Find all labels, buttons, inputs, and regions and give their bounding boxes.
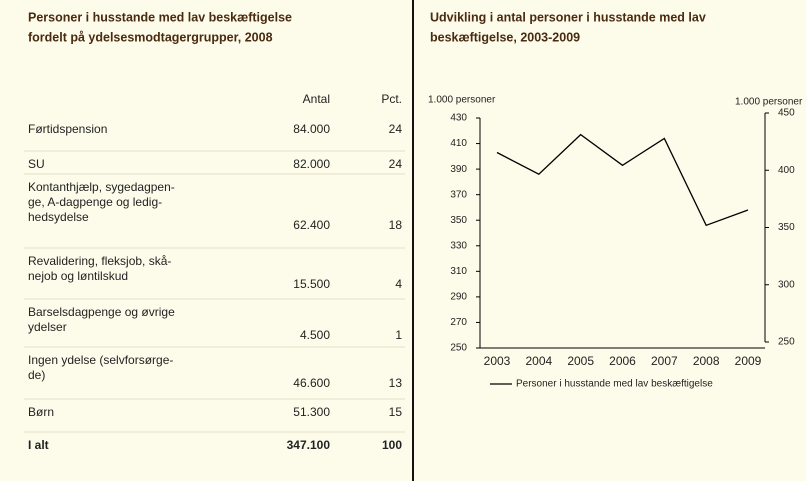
y-tick-label: 410 (450, 138, 467, 149)
row-label: hedsydelse (28, 210, 89, 224)
cell-pct: 4 (395, 277, 402, 291)
cell-pct: 24 (389, 122, 403, 136)
cell-pct: 100 (382, 438, 402, 452)
cell-antal: 84.000 (293, 122, 330, 136)
cell-antal: 46.600 (293, 376, 330, 390)
table-title: fordelt på ydelsesmodtagergrupper, 2008 (28, 30, 273, 44)
x-tick-label: 2007 (651, 354, 678, 368)
cell-antal: 347.100 (287, 438, 331, 452)
row-label: ge, A-dagpenge og ledig- (28, 195, 162, 209)
cell-pct: 15 (389, 405, 403, 419)
row-label: de) (28, 368, 45, 382)
y-axis-label: 1.000 personer (428, 95, 496, 106)
chart-title: Udvikling i antal personer i husstande m… (430, 10, 706, 24)
cell-antal: 82.000 (293, 157, 330, 171)
row-label: Barselsdagpenge og øvrige (28, 305, 175, 319)
x-tick-label: 2009 (735, 354, 762, 368)
y2-tick-label: 450 (778, 108, 795, 119)
row-label: nejob og løntilskud (28, 269, 128, 283)
cell-antal: 15.500 (293, 277, 330, 291)
table-title: Personer i husstande med lav beskæftigel… (28, 10, 292, 24)
column-header: Antal (303, 92, 330, 106)
y-tick-label: 390 (450, 164, 467, 175)
row-label: Ingen ydelse (selvforsørge- (28, 353, 173, 367)
cell-pct: 24 (389, 157, 403, 171)
y-tick-label: 330 (450, 240, 467, 251)
cell-antal: 51.300 (293, 405, 330, 419)
row-label: Førtidspension (28, 122, 107, 136)
x-tick-label: 2008 (693, 354, 720, 368)
line-series (496, 133, 749, 227)
x-tick-label: 2005 (567, 354, 594, 368)
y2-tick-label: 350 (778, 222, 795, 233)
x-tick-label: 2003 (484, 354, 511, 368)
cell-antal: 4.500 (300, 328, 330, 342)
row-label: Revalidering, fleksjob, skå- (28, 254, 171, 268)
cell-pct: 13 (389, 376, 403, 390)
y-tick-label: 270 (450, 317, 467, 328)
y2-tick-label: 250 (778, 337, 795, 348)
y-tick-label: 290 (450, 292, 467, 303)
y2-tick-label: 400 (778, 165, 795, 176)
row-label: Børn (28, 405, 54, 419)
y-tick-label: 430 (450, 113, 467, 124)
y-tick-label: 250 (450, 343, 467, 354)
y-tick-label: 370 (450, 189, 467, 200)
legend-label: Personer i husstande med lav beskæftigel… (516, 379, 713, 390)
chart-title: beskæftigelse, 2003-2009 (430, 30, 580, 44)
y-tick-label: 310 (450, 266, 467, 277)
row-label: Kontanthjælp, sygedagpen- (28, 180, 175, 194)
y2-tick-label: 300 (778, 279, 795, 290)
cell-pct: 1 (395, 328, 402, 342)
y-tick-label: 350 (450, 215, 467, 226)
row-label: ydelser (28, 320, 67, 334)
x-tick-label: 2006 (609, 354, 636, 368)
cell-antal: 62.400 (293, 218, 330, 232)
row-label: I alt (28, 438, 49, 452)
x-tick-label: 2004 (525, 354, 552, 368)
cell-pct: 18 (389, 218, 403, 232)
y2-axis-label: 1.000 personer (735, 97, 803, 108)
column-header: Pct. (381, 92, 402, 106)
row-label: SU (28, 157, 45, 171)
